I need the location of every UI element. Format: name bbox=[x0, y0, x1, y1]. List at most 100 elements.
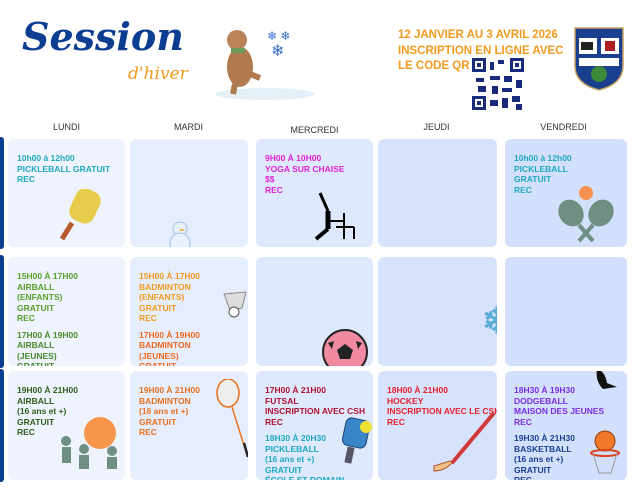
activity-detail: (JEUNES) bbox=[139, 350, 179, 361]
activity-detail: $$ bbox=[265, 174, 275, 184]
registration-text: INSCRIPTION EN LIGNE AVEC bbox=[398, 44, 564, 57]
crossed-paddles-icon bbox=[555, 185, 617, 246]
day-header-vendredi: VENDREDI bbox=[540, 122, 587, 132]
activity-entry: 17H00 À 21H00 FUTSAL INSCRIPTION AVEC CSH R… bbox=[265, 385, 365, 427]
activity-entry: 19H00 À 21H00 BADMINTON (16 ans et +) GRATU… bbox=[139, 385, 240, 438]
activity-detail: REC bbox=[17, 174, 35, 184]
activity-time: 18H30 À 19H30 bbox=[514, 385, 575, 395]
activity-detail: (ENFANTS) bbox=[17, 292, 63, 302]
activity-entry: 19H00 À 21H00 AIRBALL (16 ans et +) GRATUIT… bbox=[17, 385, 117, 438]
activity-detail: INSCRIPTION AVEC CSH bbox=[265, 406, 366, 416]
activity-detail: (ENFANTS) bbox=[139, 292, 185, 302]
schedule-cell-mercredi: 17H00 À 21H00 FUTSAL INSCRIPTION AVEC CSH R… bbox=[256, 371, 373, 480]
activity-detail: YOGA SUR CHAISE bbox=[265, 163, 345, 174]
schedule-cell-mardi: 19H00 À 21H00 BADMINTON (16 ans et +) GRATU… bbox=[130, 371, 248, 480]
activity-time: 19H00 À 21H00 bbox=[139, 385, 200, 395]
activity-detail: GRATUIT bbox=[139, 416, 177, 427]
activity-detail: DODGEBALL bbox=[514, 395, 568, 406]
activity-detail: BASKETBALL bbox=[514, 443, 572, 454]
activity-time: 17H00 À 21H00 bbox=[265, 385, 326, 395]
municipal-crest-logo bbox=[574, 27, 624, 91]
activity-detail: FUTSAL bbox=[265, 395, 299, 406]
activity-detail: REC bbox=[387, 416, 405, 427]
activity-detail: BADMINTON bbox=[139, 281, 191, 292]
session-dates: 12 JANVIER AU 3 AVRIL 2026 bbox=[398, 29, 558, 41]
session-info: 12 JANVIER AU 3 AVRIL 2026 INSCRIPTION E… bbox=[398, 28, 564, 75]
snowman-icon bbox=[166, 219, 196, 247]
badminton-racket-icon bbox=[214, 378, 248, 462]
activity-entry: 15H00 À 17H00 AIRBALL (ENFANTS) GRATUIT REC bbox=[17, 271, 117, 324]
schedule-cell-mercredi bbox=[256, 257, 373, 366]
activity-detail: REC bbox=[514, 416, 532, 427]
activity-detail: REC bbox=[265, 416, 283, 427]
activity-detail: (16 ans et +) bbox=[265, 454, 315, 464]
airball-players-icon bbox=[58, 415, 123, 478]
activity-detail: INSCRIPTION AVEC LE CSH bbox=[387, 406, 497, 416]
activity-entry: 18H30 À 19H30 DODGEBALL MAISON DES JEUNES R… bbox=[514, 385, 619, 427]
basketball-hoop-icon bbox=[585, 429, 625, 480]
schedule-cell-vendredi: 18H30 À 19H30 DODGEBALL MAISON DES JEUNES R… bbox=[505, 371, 627, 480]
schedule-cell-lundi: 10h00 à 12h00 PICKLEBALL GRATUIT REC bbox=[8, 139, 125, 247]
activity-time: 19H00 À 21H00 bbox=[17, 385, 78, 395]
activity-time: 18H30 À 20H30 bbox=[265, 433, 326, 443]
activity-detail: REC bbox=[139, 313, 157, 323]
activity-detail: HOCKEY bbox=[387, 395, 424, 406]
activity-detail: REC bbox=[17, 313, 35, 323]
day-header-lundi: LUNDI bbox=[52, 122, 80, 132]
activity-detail: AIRBALL bbox=[17, 281, 55, 292]
activity-time: 17H00 À 19H00 bbox=[139, 329, 200, 340]
activity-entry: 15H00 À 17H00 BADMINTON (ENFANTS) GRATUIT RE… bbox=[139, 271, 240, 324]
activity-time: 10h00 à 12h00 bbox=[17, 153, 75, 163]
activity-detail: GRATUIT bbox=[139, 302, 177, 313]
activity-time: 15H00 À 17H00 bbox=[17, 271, 78, 281]
activity-detail: GRATUIT bbox=[514, 174, 552, 184]
row-accent-bar bbox=[0, 369, 4, 482]
svg-text:❄: ❄ bbox=[271, 43, 284, 60]
activity-detail: GRATUIT bbox=[17, 361, 55, 366]
activity-detail: (16 ans et +) bbox=[514, 454, 564, 464]
soccer-ball-icon bbox=[322, 329, 368, 366]
chair-yoga-icon bbox=[314, 191, 359, 247]
activity-detail: GRATUIT bbox=[17, 302, 55, 313]
schedule-cell-mardi: 15H00 À 17H00 BADMINTON (ENFANTS) GRATUIT RE… bbox=[130, 257, 248, 366]
qr-code[interactable] bbox=[472, 58, 524, 110]
svg-text:❄: ❄ bbox=[482, 300, 497, 339]
shuttlecock-icon bbox=[220, 290, 248, 321]
dodgeball-player-icon bbox=[591, 371, 621, 392]
activity-detail: MAISON DES JEUNES bbox=[514, 406, 605, 416]
activity-detail: GRATUIT bbox=[139, 361, 177, 366]
activity-detail: REC bbox=[265, 184, 283, 195]
activity-entry: 9H00 À 10H00 YOGA SUR CHAISE $$ REC bbox=[265, 153, 365, 195]
activity-time: 18H00 À 21H00 bbox=[387, 385, 448, 395]
schedule-cell-jeudi: ❄ bbox=[378, 257, 497, 366]
pickleball-paddle-blue-icon bbox=[338, 417, 373, 470]
activity-detail: BADMINTON bbox=[139, 340, 191, 350]
snowflake-icon: ❄ bbox=[480, 299, 497, 342]
row-accent-bar bbox=[0, 137, 4, 249]
schedule-cell-mardi bbox=[130, 139, 248, 247]
activity-time: 15H00 À 17H00 bbox=[139, 271, 200, 281]
day-header-jeudi: JEUDI bbox=[423, 122, 450, 132]
activity-detail: PICKLEBALL bbox=[514, 163, 568, 174]
activity-entry: 18H00 À 21H00 HOCKEY INSCRIPTION AVEC LE C… bbox=[387, 385, 497, 427]
activity-time: 9H00 À 10H00 bbox=[265, 153, 322, 163]
session-title: Session bbox=[22, 14, 184, 59]
pickleball-paddle-icon bbox=[58, 188, 108, 247]
svg-text:❄ ❄: ❄ ❄ bbox=[267, 29, 290, 43]
activity-detail: REC bbox=[139, 427, 157, 437]
schedule-cell-jeudi bbox=[378, 139, 497, 247]
activity-time: 17H00 À 19H00 bbox=[17, 329, 78, 340]
activity-detail: ÉCOLE ST-ROMAIN bbox=[265, 475, 345, 480]
day-header-mardi: MARDI bbox=[174, 122, 203, 132]
schedule-cell-vendredi: 10h00 à 12h00 PICKLEBALL GRATUIT REC bbox=[505, 139, 627, 247]
activity-detail: REC bbox=[514, 184, 532, 195]
activity-time: 19H30 À 21H30 bbox=[514, 433, 575, 443]
skating-bear-icon: ❄ ❄ ❄ bbox=[215, 29, 315, 100]
schedule-cell-lundi: 19H00 À 21H00 AIRBALL (16 ans et +) GRATUIT… bbox=[8, 371, 125, 480]
activity-entry: 10h00 à 12h00 PICKLEBALL GRATUIT REC bbox=[17, 153, 117, 185]
activity-entry: 18H30 À 20H30 PICKLEBALL (16 ans et +) GRAT… bbox=[265, 433, 365, 480]
schedule-cell-lundi: 15H00 À 17H00 AIRBALL (ENFANTS) GRATUIT REC 1… bbox=[8, 257, 125, 366]
activity-detail: BADMINTON bbox=[139, 395, 191, 406]
